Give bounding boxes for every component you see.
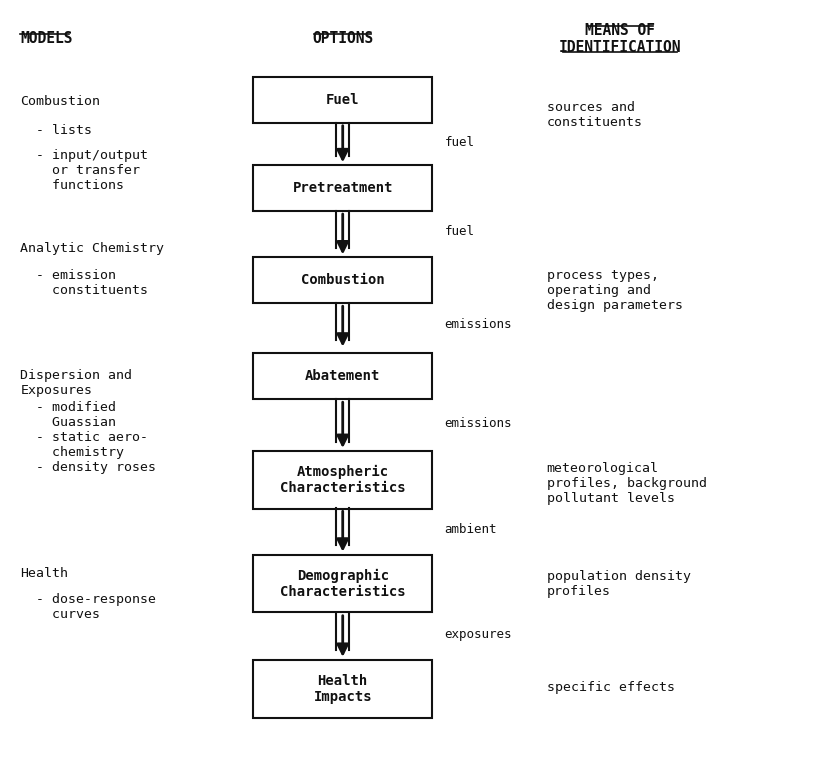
Bar [253, 77, 432, 123]
Text: emissions: emissions [445, 417, 512, 429]
Text: OPTIONS: OPTIONS [312, 31, 374, 46]
Text: meteorological
profiles, background
pollutant levels: meteorological profiles, background poll… [547, 462, 707, 505]
Text: Demographic
Characteristics: Demographic Characteristics [280, 568, 406, 599]
Text: Health
Impacts: Health Impacts [313, 674, 372, 704]
Text: specific effects: specific effects [547, 681, 675, 694]
Text: Pretreatment: Pretreatment [292, 181, 393, 195]
Text: MEANS OF
IDENTIFICATION: MEANS OF IDENTIFICATION [559, 23, 681, 55]
Text: Atmospheric
Characteristics: Atmospheric Characteristics [280, 465, 406, 495]
Bar [253, 451, 432, 508]
Text: - emission
    constituents: - emission constituents [20, 269, 149, 296]
Text: Abatement: Abatement [305, 369, 380, 383]
Bar [253, 554, 432, 613]
Text: - modified
    Guassian
  - static aero-
    chemistry
  - density roses: - modified Guassian - static aero- chemi… [20, 401, 157, 474]
Text: ambient: ambient [445, 523, 497, 535]
Text: process types,
operating and
design parameters: process types, operating and design para… [547, 269, 683, 312]
Text: Fuel: Fuel [326, 93, 360, 107]
Bar [253, 165, 432, 211]
Bar [253, 353, 432, 399]
Text: MODELS: MODELS [20, 31, 73, 46]
Text: Analytic Chemistry: Analytic Chemistry [20, 242, 164, 255]
Text: sources and
constituents: sources and constituents [547, 101, 643, 129]
Text: Combustion: Combustion [301, 273, 384, 287]
Text: - dose-response
    curves: - dose-response curves [20, 593, 157, 621]
Text: emissions: emissions [445, 319, 512, 331]
Text: fuel: fuel [445, 136, 475, 148]
Text: exposures: exposures [445, 628, 512, 641]
Text: Dispersion and
Exposures: Dispersion and Exposures [20, 369, 132, 396]
Text: fuel: fuel [445, 226, 475, 238]
Bar [253, 660, 432, 717]
Text: - input/output
    or transfer
    functions: - input/output or transfer functions [20, 149, 149, 192]
Bar [253, 257, 432, 303]
Text: Health: Health [20, 567, 69, 580]
Text: population density
profiles: population density profiles [547, 570, 690, 598]
Text: - lists: - lists [20, 124, 92, 137]
Text: Combustion: Combustion [20, 95, 100, 108]
